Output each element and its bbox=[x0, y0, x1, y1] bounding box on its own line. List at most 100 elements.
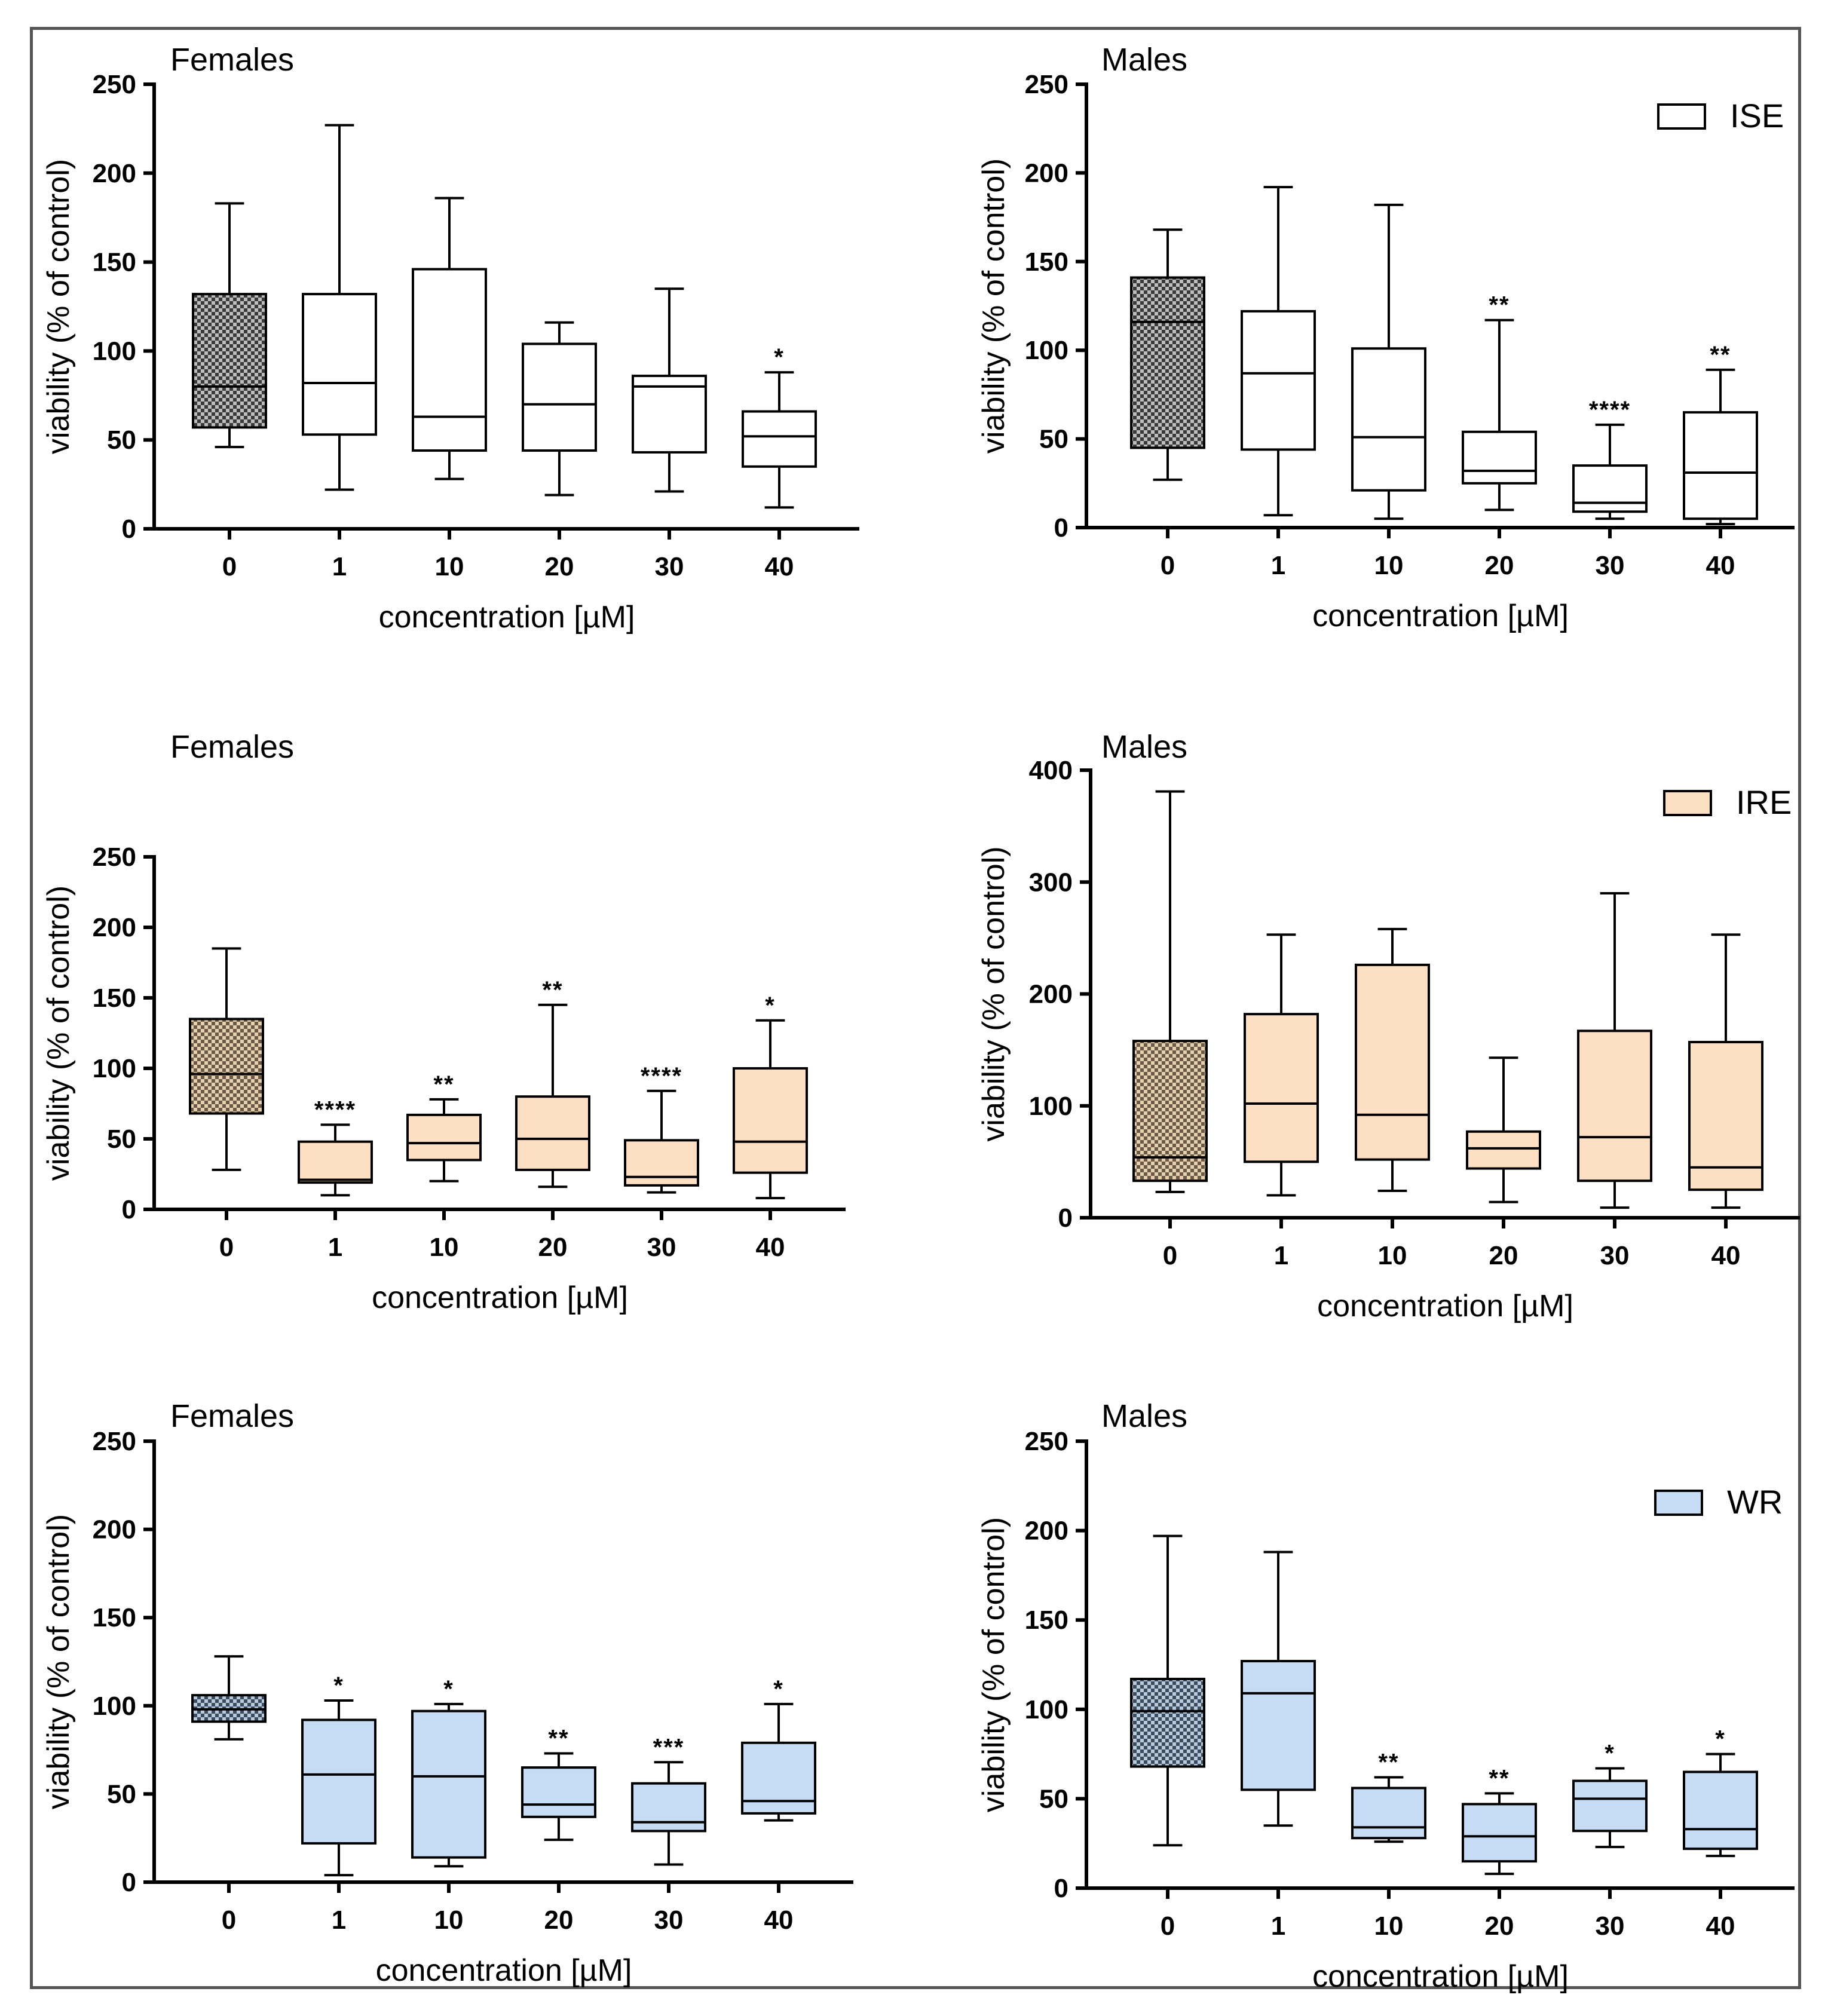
x-tick-label: 40 bbox=[764, 1905, 794, 1935]
panel-title: Males bbox=[1101, 729, 1187, 765]
legend-label: WR bbox=[1727, 1483, 1783, 1521]
box-iqr bbox=[1351, 347, 1426, 492]
box-40: ** bbox=[1683, 342, 1758, 526]
box-iqr bbox=[1572, 464, 1648, 513]
box-iqr bbox=[192, 293, 267, 429]
x-tick-label: 30 bbox=[1596, 1911, 1625, 1941]
y-tick-label: 250 bbox=[93, 842, 136, 872]
box-iqr bbox=[515, 1095, 590, 1171]
box-iqr bbox=[631, 1782, 706, 1833]
x-tick-label: 30 bbox=[1596, 551, 1625, 580]
box-30: *** bbox=[631, 1734, 706, 1866]
box-10 bbox=[412, 197, 487, 480]
y-tick-label: 150 bbox=[1025, 1606, 1068, 1635]
x-tick-label: 1 bbox=[1274, 1241, 1288, 1270]
box-iqr bbox=[1683, 1770, 1758, 1850]
box-0 bbox=[1130, 1534, 1205, 1847]
x-tick-label: 10 bbox=[435, 552, 464, 581]
y-tick-label: 250 bbox=[93, 70, 136, 99]
box-0 bbox=[192, 202, 267, 449]
box-iqr bbox=[1132, 1040, 1208, 1182]
y-tick-label: 0 bbox=[1054, 1874, 1068, 1903]
y-tick-label: 100 bbox=[93, 1692, 136, 1721]
box-30: **** bbox=[1572, 397, 1648, 520]
box-iqr bbox=[1130, 276, 1205, 449]
y-tick-label: 100 bbox=[1025, 1695, 1068, 1724]
box-iqr bbox=[302, 293, 377, 436]
box-iqr bbox=[1572, 1779, 1648, 1833]
significance-marker: *** bbox=[653, 1734, 685, 1760]
box-0 bbox=[189, 947, 264, 1171]
x-tick-label: 1 bbox=[332, 552, 347, 581]
box-40: * bbox=[733, 992, 808, 1200]
box-1 bbox=[1241, 1551, 1316, 1827]
x-tick-label: 40 bbox=[1706, 551, 1735, 580]
box-40: * bbox=[742, 344, 817, 509]
box-40 bbox=[1688, 933, 1763, 1209]
x-tick-label: 0 bbox=[1161, 1911, 1175, 1941]
y-tick-label: 100 bbox=[1029, 1092, 1073, 1121]
y-tick-label: 200 bbox=[93, 913, 136, 942]
y-tick-label: 250 bbox=[93, 1427, 136, 1456]
x-tick-label: 30 bbox=[647, 1233, 676, 1262]
x-tick-label: 10 bbox=[434, 1905, 464, 1935]
significance-marker: **** bbox=[641, 1063, 682, 1089]
significance-marker: **** bbox=[314, 1096, 356, 1123]
x-tick-label: 1 bbox=[328, 1233, 342, 1262]
x-tick-label: 30 bbox=[655, 552, 684, 581]
panel-title: Males bbox=[1101, 42, 1187, 78]
box-iqr bbox=[1241, 1660, 1316, 1791]
box-20: ** bbox=[1462, 1765, 1537, 1876]
box-iqr bbox=[1462, 1803, 1537, 1863]
y-tick-label: 200 bbox=[1025, 158, 1068, 188]
significance-marker: * bbox=[1605, 1741, 1615, 1767]
y-tick-label: 0 bbox=[1054, 513, 1068, 543]
y-tick-label: 200 bbox=[93, 159, 136, 188]
box-iqr bbox=[1130, 1677, 1205, 1768]
x-tick-label: 0 bbox=[222, 1905, 236, 1935]
y-tick-label: 50 bbox=[1039, 425, 1068, 454]
x-tick-label: 20 bbox=[1485, 551, 1514, 580]
y-tick-label: 250 bbox=[1025, 70, 1068, 99]
x-tick-label: 20 bbox=[1485, 1911, 1514, 1941]
significance-marker: * bbox=[774, 344, 785, 370]
box-20 bbox=[1466, 1056, 1541, 1203]
significance-marker: **** bbox=[1589, 397, 1631, 423]
x-axis-title: concentration [µM] bbox=[1317, 1289, 1573, 1323]
y-axis-title: viability (% of control) bbox=[41, 886, 76, 1181]
legend-swatch bbox=[1657, 103, 1706, 130]
x-tick-label: 20 bbox=[1489, 1241, 1518, 1270]
box-iqr bbox=[1577, 1030, 1652, 1182]
y-tick-label: 100 bbox=[93, 336, 136, 366]
panel-title: Females bbox=[170, 729, 294, 765]
x-axis-title: concentration [µM] bbox=[1312, 1959, 1569, 1994]
y-tick-label: 400 bbox=[1029, 756, 1073, 785]
y-tick-label: 50 bbox=[107, 425, 136, 455]
legend-label: IRE bbox=[1736, 783, 1792, 821]
x-tick-label: 10 bbox=[1378, 1241, 1407, 1270]
box-1: * bbox=[301, 1672, 376, 1877]
box-1 bbox=[1241, 186, 1316, 517]
box-20 bbox=[522, 321, 597, 497]
box-iqr bbox=[632, 375, 707, 454]
x-tick-label: 0 bbox=[222, 552, 237, 581]
box-1 bbox=[1244, 933, 1319, 1197]
x-tick-label: 10 bbox=[1374, 551, 1404, 580]
box-iqr bbox=[1241, 310, 1316, 451]
y-tick-label: 150 bbox=[1025, 247, 1068, 277]
y-axis-title: viability (% of control) bbox=[976, 1517, 1011, 1812]
box-0 bbox=[191, 1655, 267, 1741]
x-tick-label: 40 bbox=[765, 552, 794, 581]
y-tick-label: 0 bbox=[122, 1195, 136, 1224]
panel-title: Males bbox=[1101, 1398, 1187, 1434]
x-tick-label: 0 bbox=[1163, 1241, 1177, 1270]
y-tick-label: 150 bbox=[93, 248, 136, 277]
box-20: ** bbox=[1462, 292, 1537, 511]
box-iqr bbox=[1462, 430, 1537, 485]
x-axis-title: concentration [µM] bbox=[1312, 599, 1569, 633]
box-iqr bbox=[1355, 963, 1430, 1161]
